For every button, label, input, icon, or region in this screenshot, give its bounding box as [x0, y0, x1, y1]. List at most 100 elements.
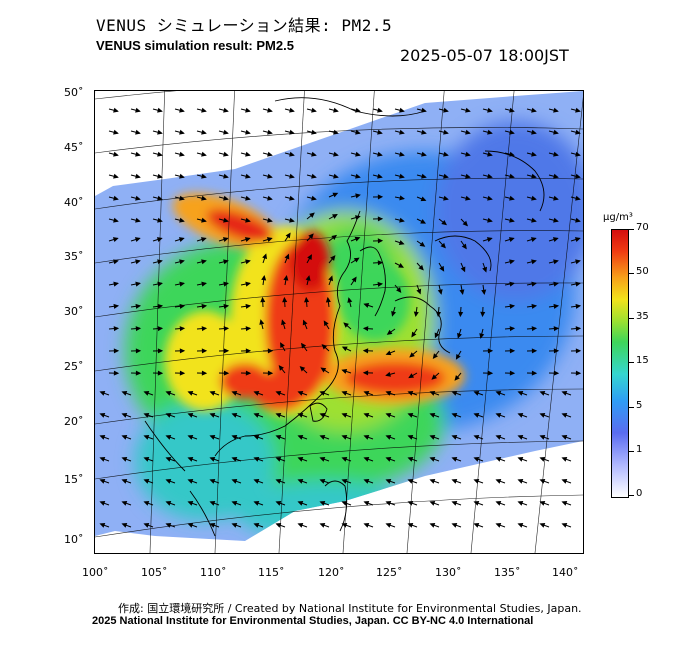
wind-arrow-head — [363, 390, 370, 396]
wind-arrow-head — [553, 217, 559, 223]
wind-arrow-head — [333, 173, 339, 179]
wind-arrow-head — [157, 107, 163, 113]
wind-arrow-head — [245, 259, 251, 265]
wind-arrow-head — [209, 434, 216, 440]
wind-arrow-head — [458, 311, 464, 318]
wind-arrow-head — [451, 478, 458, 484]
wind-arrow-head — [309, 212, 315, 218]
wind-arrow-head — [509, 173, 515, 179]
wind-arrow-head — [187, 412, 194, 418]
wind-arrow-head — [487, 348, 494, 354]
wind-arrow-head — [517, 434, 524, 440]
wind-arrow-head — [451, 522, 458, 528]
wind-arrow-head — [245, 370, 252, 376]
wind-arrow-head — [407, 434, 414, 440]
wind-arrow-head — [531, 151, 537, 157]
wind-arrow-head — [451, 500, 458, 506]
wind-arrow-head — [165, 434, 172, 440]
wind-arrow-head — [113, 107, 119, 113]
timestamp: 2025-05-07 18:00JST — [400, 46, 569, 65]
wind-arrow-head — [487, 173, 493, 179]
wind-arrow-head — [179, 348, 186, 354]
wind-arrow-head — [311, 173, 317, 179]
wind-arrow-head — [362, 370, 369, 376]
wind-arrow-head — [187, 390, 194, 396]
wind-arrow-head — [284, 253, 290, 260]
title-japanese: VENUS シミュレーション結果: PM2.5 — [96, 16, 393, 35]
wind-arrow-head — [429, 434, 436, 440]
wind-arrow-head — [455, 353, 461, 360]
colorbar — [611, 229, 629, 498]
wind-arrow-head — [289, 151, 295, 157]
wind-arrow-head — [553, 151, 559, 157]
wind-arrow-head — [429, 412, 436, 418]
wind-arrow-head — [143, 500, 150, 506]
wind-arrow-head — [121, 456, 128, 462]
wind-arrow-head — [157, 129, 163, 135]
wind-arrow-head — [297, 434, 304, 440]
wind-arrow-head — [319, 522, 326, 528]
wind-arrow-head — [465, 151, 471, 157]
wind-arrow-head — [179, 217, 185, 223]
wind-arrow-head — [223, 107, 229, 113]
wind-arrow-head — [297, 522, 304, 528]
wind-arrow-head — [407, 390, 414, 396]
wind-arrow-head — [421, 129, 427, 135]
wind-arrow-head — [517, 522, 524, 528]
wind-arrow-head — [531, 326, 538, 332]
wind-arrow-head — [278, 365, 284, 371]
wind-arrow-head — [121, 390, 128, 396]
wind-arrow-head — [509, 217, 515, 223]
wind-arrow-head — [179, 281, 185, 287]
wind-arrow-head — [201, 370, 208, 376]
wind-arrow-head — [231, 412, 238, 418]
wind-arrow-head — [429, 522, 436, 528]
wind-arrow-head — [332, 214, 338, 219]
wind-arrow-head — [465, 107, 471, 113]
wind-arrow-head — [331, 234, 338, 241]
wind-arrow-head — [245, 303, 252, 309]
wind-arrow-head — [363, 412, 370, 418]
title-english: VENUS simulation result: PM2.5 — [96, 38, 294, 53]
wind-arrow-head — [267, 195, 273, 201]
wind-arrow-head — [575, 326, 582, 332]
wind-arrow-head — [495, 456, 502, 462]
wind-arrow-head — [143, 412, 150, 418]
wind-arrow-head — [121, 434, 128, 440]
wind-arrow-head — [531, 348, 538, 354]
wind-arrow-head — [289, 195, 295, 201]
wind-arrow-head — [509, 195, 515, 201]
wind-arrow-head — [561, 412, 568, 418]
wind-arrow-head — [341, 522, 348, 528]
wind-arrow-head — [362, 326, 369, 332]
wind-arrow-head — [531, 217, 537, 223]
wind-arrow-head — [157, 151, 163, 157]
wind-arrow-head — [429, 456, 436, 462]
colorbar-tick — [628, 362, 634, 363]
wind-arrow-head — [333, 151, 339, 157]
wind-arrow-head — [308, 233, 314, 240]
wind-arrow-head — [289, 107, 295, 113]
wind-arrow-head — [385, 478, 392, 484]
wind-arrow-head — [262, 253, 267, 260]
wind-arrow-head — [201, 281, 207, 287]
latitude-tick-label: 40˚ — [64, 196, 84, 209]
wind-arrow-head — [399, 107, 405, 113]
wind-arrow-head — [552, 237, 559, 242]
colorbar-tick-label: 15 — [636, 355, 649, 366]
longitude-tick-label: 105˚ — [141, 566, 168, 579]
wind-arrow-head — [432, 353, 438, 359]
wind-arrow-head — [143, 456, 150, 462]
wind-arrow-head — [209, 522, 216, 528]
longitude-tick-label: 125˚ — [376, 566, 403, 579]
wind-arrow-head — [473, 390, 480, 396]
wind-arrow-head — [135, 259, 141, 265]
colorbar-tick — [628, 318, 634, 319]
wind-arrow-head — [319, 390, 326, 396]
wind-arrow-head — [113, 370, 120, 376]
wind-arrow-head — [399, 173, 405, 179]
wind-arrow-head — [575, 195, 581, 201]
wind-arrow-head — [495, 390, 502, 396]
wind-arrow-head — [99, 478, 106, 484]
wind-arrow-head — [480, 311, 486, 318]
